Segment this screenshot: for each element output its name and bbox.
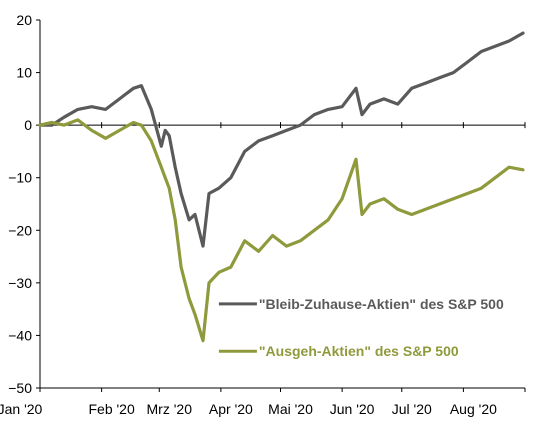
- chart-series: [38, 31, 525, 343]
- y-tick-label: −40: [8, 327, 32, 343]
- legend-label-1: "Ausgeh-Aktien" des S&P 500: [259, 343, 459, 359]
- chart-legend: "Bleib-Zuhause-Aktien" des S&P 500 "Ausge…: [218, 296, 504, 359]
- x-tick-label: Mrz '20: [147, 401, 193, 417]
- y-tick-label: 10: [16, 65, 32, 81]
- chart-axes: 20 10 0 −10 −20 −30 −40 −50 Jan '20 Feb '20 Mrz '2…: [0, 12, 526, 417]
- x-tick-label: Jul '20: [392, 401, 432, 417]
- x-tick-label: Apr '20: [209, 401, 253, 417]
- legend-label-0: "Bleib-Zuhause-Aktien" des S&P 500: [259, 296, 504, 312]
- series-line-1: [38, 118, 525, 343]
- y-tick-label: −30: [8, 275, 32, 291]
- x-tick-label: Jan '20: [0, 401, 43, 417]
- y-tick-label: −20: [8, 222, 32, 238]
- y-tick-label: 0: [24, 117, 32, 133]
- x-tick-label: Jun '20: [330, 401, 375, 417]
- x-tick-label: Aug '20: [450, 401, 497, 417]
- y-tick-label: −10: [8, 170, 32, 186]
- x-tick-label: Feb '20: [88, 401, 134, 417]
- x-tick-label: Mai '20: [268, 401, 313, 417]
- y-tick-label: −50: [8, 380, 32, 396]
- series-line-0: [38, 31, 525, 248]
- y-tick-label: 20: [16, 12, 32, 28]
